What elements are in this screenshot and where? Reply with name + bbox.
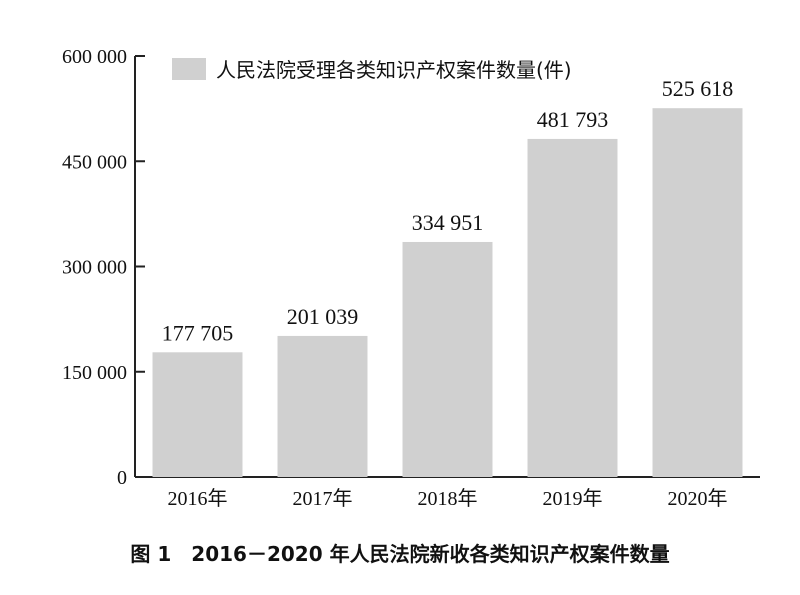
bar-value-label: 177 705 xyxy=(162,320,234,345)
x-tick-label: 2019年 xyxy=(543,487,603,510)
y-tick-label: 600 000 xyxy=(62,46,127,68)
legend-swatch xyxy=(172,58,206,80)
bar-chart: 0 150 000 300 000 450 000 600 000 2016年 2017年 2… xyxy=(62,46,760,510)
y-tick-label: 450 000 xyxy=(62,151,127,173)
bar-value-label: 481 793 xyxy=(537,107,609,132)
bar xyxy=(152,352,243,477)
bar-value-label: 334 951 xyxy=(412,210,484,235)
bar xyxy=(277,335,368,477)
y-tick-label: 300 000 xyxy=(62,257,127,279)
legend: 人民法院受理各类知识产权案件数量(件) xyxy=(172,58,572,82)
y-tick-label: 0 xyxy=(117,467,127,489)
bar-value-label: 525 618 xyxy=(662,76,734,101)
x-tick-label: 2016年 xyxy=(168,487,228,510)
x-tick-label: 2018年 xyxy=(418,487,478,510)
x-tick-label: 2017年 xyxy=(293,487,353,510)
x-tick-label: 2020年 xyxy=(668,487,728,510)
bar xyxy=(652,108,743,477)
y-tick-label: 150 000 xyxy=(62,362,127,384)
data-labels: 177 705 201 039 334 951 481 793 525 618 xyxy=(162,76,734,345)
bar xyxy=(527,138,618,478)
bar-value-label: 201 039 xyxy=(287,304,359,329)
bars xyxy=(152,108,743,478)
figure-caption: 图 1 2016－2020 年人民法院新收各类知识产权案件数量 xyxy=(130,542,670,566)
bar xyxy=(402,241,493,477)
axes: 0 150 000 300 000 450 000 600 000 2016年 2017年 2… xyxy=(62,46,760,510)
legend-label: 人民法院受理各类知识产权案件数量(件) xyxy=(216,58,572,82)
